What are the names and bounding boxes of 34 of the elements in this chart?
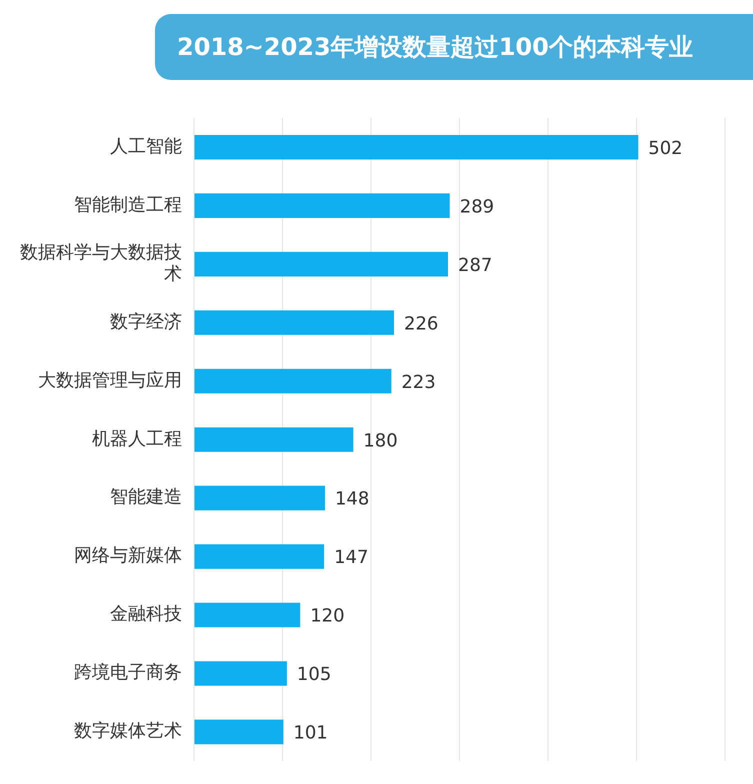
data-label: 101 — [293, 722, 328, 744]
data-label: 105 — [296, 664, 332, 686]
data-label: 148 — [334, 488, 370, 510]
chart-title: 2018~2023年增设数量超过100个的本科专业 — [155, 14, 753, 80]
y-tick-label: 数字媒体艺术 — [74, 720, 182, 742]
y-tick-label: 智能制造工程 — [74, 194, 182, 216]
y-tick-label: 金融科技 — [110, 604, 182, 625]
bar — [194, 544, 324, 569]
y-tick-label: 机器人工程 — [92, 428, 182, 450]
bar — [194, 368, 392, 394]
bar — [194, 310, 394, 335]
y-tick-label: 大数据管理与应用 — [38, 370, 182, 391]
y-tick-label: 数据科学与大数据技术 — [20, 242, 182, 285]
bar — [194, 486, 325, 510]
bar — [194, 193, 450, 218]
bar — [194, 720, 284, 744]
bar — [194, 427, 354, 452]
data-label: 147 — [334, 547, 368, 568]
data-label: 180 — [363, 430, 398, 452]
y-tick-label: 智能建造 — [110, 486, 182, 508]
y-tick-label: 人工智能 — [110, 136, 182, 157]
data-label: 226 — [404, 313, 438, 334]
bar — [194, 661, 287, 686]
data-label: 289 — [460, 196, 494, 218]
data-label: 287 — [458, 254, 492, 276]
data-label: 223 — [401, 372, 436, 393]
bar — [194, 134, 638, 160]
data-label: 120 — [310, 606, 345, 627]
y-tick-label: 数字经济 — [110, 311, 182, 332]
data-label: 502 — [648, 138, 683, 159]
bar — [194, 252, 448, 276]
bar — [194, 602, 300, 628]
y-tick-label: 网络与新媒体 — [74, 545, 182, 566]
y-tick-label: 跨境电子商务 — [74, 662, 182, 684]
